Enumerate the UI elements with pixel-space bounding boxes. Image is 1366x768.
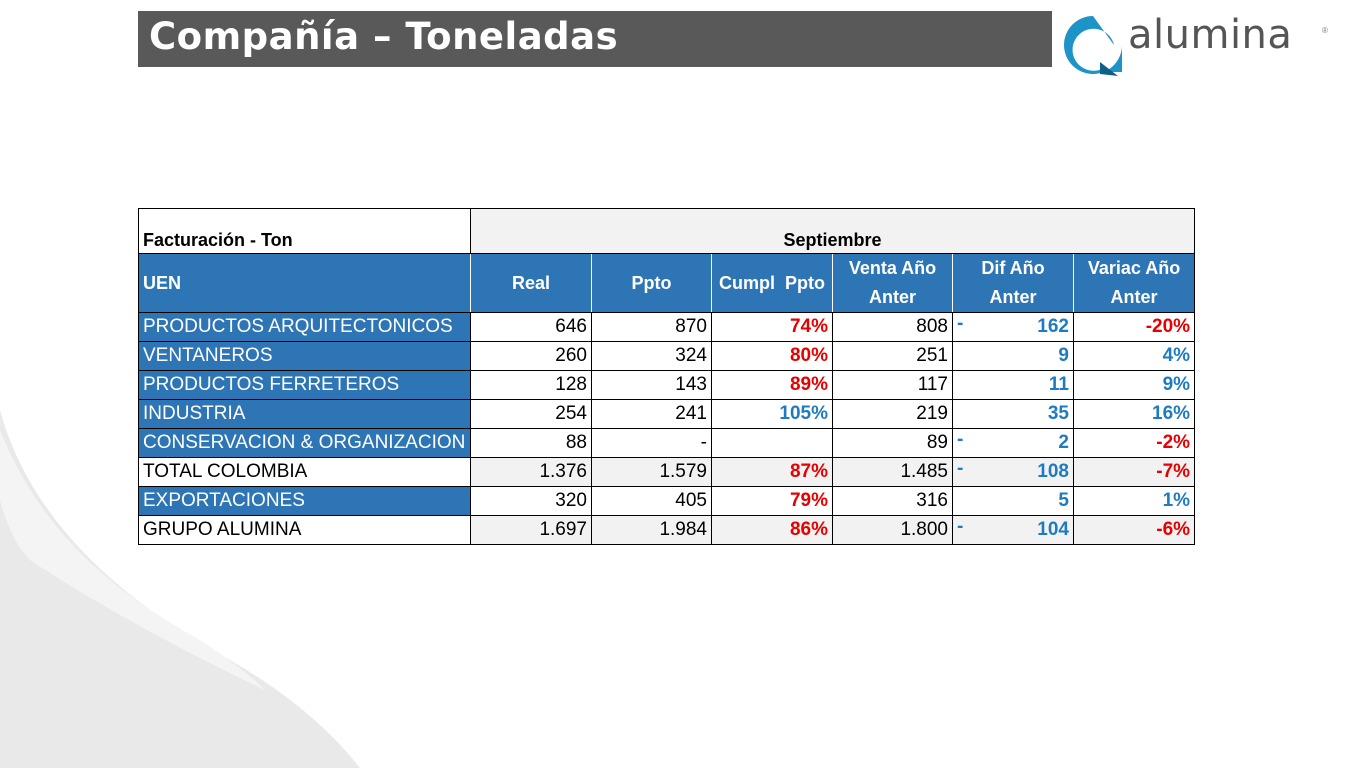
logo-text: alumina (1128, 12, 1293, 58)
ppto-value: 324 (591, 341, 712, 371)
real-value: 88 (470, 428, 592, 458)
table-row: GRUPO ALUMINA 1.697 1.984 86% 1.800 - 104… (138, 515, 1196, 545)
cumpl-value: 86% (711, 515, 833, 545)
dif-cell: - 104 (952, 515, 1074, 545)
variac-value: 9% (1072, 370, 1196, 400)
uen-name: CONSERVACION & ORGANIZACION (138, 428, 471, 458)
column-header-dif: Dif Año Anter (952, 253, 1074, 313)
month-header: Septiembre (469, 208, 1196, 254)
uen-name: PRODUCTOS FERRETEROS (138, 370, 471, 400)
dif-cell: - 108 (952, 457, 1074, 487)
column-header-variac: Variac Año Anter (1073, 253, 1196, 313)
table-row: VENTANEROS 260 324 80% 251 9 4% (138, 341, 1196, 371)
venta-value: 219 (832, 399, 953, 429)
ppto-value: 870 (591, 312, 712, 342)
ppto-value: 1.984 (591, 515, 712, 545)
dif-cell: 9 (952, 341, 1074, 371)
ppto-value: 241 (591, 399, 712, 429)
dif-value: 9 (1058, 345, 1069, 366)
ppto-value: - (591, 428, 712, 458)
page-title: Compañía – Toneladas (149, 15, 619, 58)
registered-mark: ® (1322, 26, 1328, 35)
real-value: 646 (470, 312, 592, 342)
dif-cell: 11 (952, 370, 1074, 400)
alumina-logo-icon (1064, 16, 1122, 76)
cumpl-value: 79% (711, 486, 833, 516)
dif-cell: 5 (952, 486, 1074, 516)
ppto-value: 1.579 (591, 457, 712, 487)
cumpl-value: 87% (711, 457, 833, 487)
variac-value: -7% (1072, 457, 1196, 487)
dif-sign: - (957, 313, 964, 335)
dif-value: 11 (1048, 374, 1069, 395)
real-value: 320 (470, 486, 592, 516)
table-row: CONSERVACION & ORGANIZACION 88 - 89 -2 -… (138, 428, 1196, 458)
real-value: 254 (470, 399, 592, 429)
uen-name: TOTAL COLOMBIA (138, 457, 471, 487)
venta-value: 808 (832, 312, 953, 342)
variac-value: 1% (1072, 486, 1196, 516)
column-header-real: Real (470, 253, 592, 313)
dif-cell: -2 (952, 428, 1074, 458)
tonnage-table: Facturación - Ton Septiembre UEN Real Pp… (138, 208, 1196, 545)
variac-value: 4% (1072, 341, 1196, 371)
dif-value: 2 (1058, 432, 1069, 453)
real-value: 128 (470, 370, 592, 400)
real-value: 260 (470, 341, 592, 371)
variac-value: 16% (1072, 399, 1196, 429)
dif-sign: - (957, 516, 964, 538)
table-row: TOTAL COLOMBIA 1.376 1.579 87% 1.485 - 10… (138, 457, 1196, 487)
alumina-logo: alumina ® (1060, 12, 1340, 80)
column-header-ppto: Ppto (591, 253, 712, 313)
venta-value: 251 (832, 341, 953, 371)
real-value: 1.376 (470, 457, 592, 487)
column-header-cumpl: Cumpl Ppto (711, 253, 833, 313)
real-value: 1.697 (470, 515, 592, 545)
title-bar: Compañía – Toneladas (138, 11, 1052, 67)
ppto-value: 143 (591, 370, 712, 400)
table-row: EXPORTACIONES 320 405 79% 316 5 1% (138, 486, 1196, 516)
cumpl-value: 74% (711, 312, 833, 342)
dif-value: 108 (1037, 461, 1069, 482)
cumpl-value: 89% (711, 370, 833, 400)
table-row: PRODUCTOS FERRETEROS 128 143 89% 117 11 … (138, 370, 1196, 400)
column-header-row: UEN Real Ppto Cumpl Ppto Venta Año Anter… (138, 253, 1196, 313)
uen-name: INDUSTRIA (138, 399, 471, 429)
venta-value: 117 (832, 370, 953, 400)
dif-value: 104 (1037, 519, 1069, 540)
ppto-value: 405 (591, 486, 712, 516)
variac-value: -20% (1072, 312, 1196, 342)
cumpl-value: 105% (711, 399, 833, 429)
table-title-row: Facturación - Ton Septiembre (138, 208, 1196, 254)
uen-name: VENTANEROS (138, 341, 471, 371)
table-row: PRODUCTOS ARQUITECTONICOS 646 870 74% 80… (138, 312, 1196, 342)
venta-value: 316 (832, 486, 953, 516)
dif-sign: - (957, 458, 964, 480)
cumpl-value (711, 428, 833, 458)
table-row: INDUSTRIA 254 241 105% 219 35 16% (138, 399, 1196, 429)
dif-value: 5 (1058, 490, 1069, 511)
uen-name: PRODUCTOS ARQUITECTONICOS (138, 312, 471, 342)
uen-name: EXPORTACIONES (138, 486, 471, 516)
variac-value: -6% (1072, 515, 1196, 545)
venta-value: 1.485 (832, 457, 953, 487)
column-header-venta: Venta Año Anter (832, 253, 953, 313)
uen-name: GRUPO ALUMINA (138, 515, 471, 545)
dif-sign: - (957, 429, 964, 451)
dif-value: 35 (1047, 403, 1069, 424)
table-label: Facturación - Ton (138, 208, 471, 254)
dif-value: 162 (1037, 316, 1069, 337)
venta-value: 1.800 (832, 515, 953, 545)
venta-value: 89 (832, 428, 953, 458)
cumpl-value: 80% (711, 341, 833, 371)
dif-cell: - 162 (952, 312, 1074, 342)
column-header-uen: UEN (138, 253, 471, 313)
dif-cell: 35 (952, 399, 1074, 429)
variac-value: -2% (1072, 428, 1196, 458)
